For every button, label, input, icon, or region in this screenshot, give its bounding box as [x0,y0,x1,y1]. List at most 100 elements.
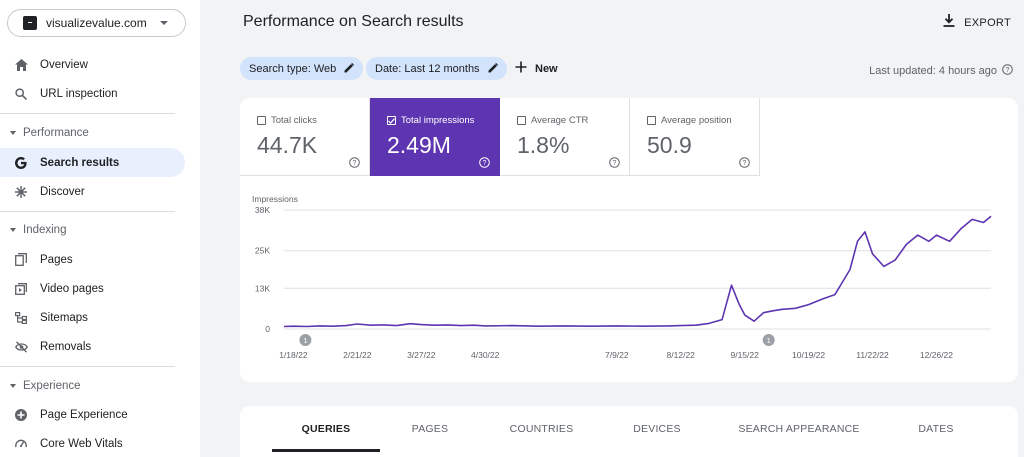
help-icon[interactable]: ? [479,155,490,173]
section-experience[interactable]: Experience [0,376,200,396]
section-indexing[interactable]: Indexing [0,220,200,240]
x-tick-label: 8/12/22 [667,350,696,360]
pages-icon [14,253,28,267]
annotation-label: 1 [767,336,771,345]
sidebar-item-search-results[interactable]: Search results [0,148,185,177]
sidebar-item-pages[interactable]: Pages [0,245,185,274]
home-icon [14,58,28,72]
metric-title: Average position [661,115,732,126]
plus-icon [515,60,527,78]
metric-total-clicks[interactable]: Total clicks 44.7K ? [240,98,370,176]
section-label: Indexing [23,224,67,236]
help-icon[interactable]: ? [609,155,620,173]
tab-queries[interactable]: QUERIES [301,423,351,435]
sidebar-item-overview[interactable]: Overview [0,50,185,79]
chevron-down-icon [160,21,168,25]
sidebar-item-url-inspection[interactable]: URL inspection [0,79,185,108]
checkbox-icon[interactable] [257,116,266,125]
metric-average-ctr[interactable]: Average CTR 1.8% ? [500,98,630,176]
last-updated: Last updated: 4 hours ago ? [869,62,1013,80]
page-title: Performance on Search results [243,13,464,30]
x-tick-label: 2/21/22 [343,350,372,360]
sidebar-item-label: Discover [40,185,85,198]
new-filter-button[interactable]: New [515,60,558,78]
metric-header: Total clicks [257,115,317,126]
edit-pencil-icon [488,60,498,78]
collapse-caret-icon [10,384,16,388]
checkbox-checked-icon[interactable] [387,116,396,125]
x-tick-label: 3/27/22 [407,350,436,360]
checkbox-icon[interactable] [647,116,656,125]
asterisk-icon [14,185,28,199]
sidebar-item-removals[interactable]: Removals [0,332,185,361]
sidebar-item-video-pages[interactable]: Video pages [0,274,185,303]
sidebar-divider [0,366,175,367]
sidebar-divider [0,211,175,212]
tab-pages[interactable]: PAGES [411,423,449,435]
metric-value: 44.7K [257,132,318,158]
sidebar-item-label: Core Web Vitals [40,437,123,450]
tab-dates[interactable]: DATES [918,423,954,435]
chart-svg: 38K 25K 13K 0 1/18/22 2/21/22 3/27/22 4/30/22 7/… [255,205,992,360]
impressions-series-line [283,215,992,328]
help-icon[interactable]: ? [1002,62,1013,80]
metric-header: Average CTR [517,115,588,126]
metric-title: Average CTR [531,115,589,126]
section-label: Experience [23,380,81,392]
x-tick-label: 12/26/22 [920,350,953,360]
sidebar-item-core-web-vitals[interactable]: Core Web Vitals [0,429,185,457]
gauge-icon [14,437,28,451]
x-tick-label: 10/19/22 [792,350,825,360]
date-filter-chip[interactable]: Date: Last 12 months [366,57,507,80]
download-icon [943,14,955,32]
property-name: visualizevalue.com [46,16,147,30]
y-tick-label: 25K [255,246,270,256]
property-selector[interactable]: visualizevalue.com [7,9,186,37]
x-tick-label: 9/15/22 [730,350,759,360]
metric-value: 50.9 [647,132,692,158]
performance-card: Total clicks 44.7K ? Total impressions 2… [240,98,1018,382]
x-tick-label: 4/30/22 [471,350,500,360]
metric-header: Average position [647,115,732,126]
dimension-tabs: QUERIES PAGES COUNTRIES DEVICES SEARCH A… [240,406,1018,457]
sidebar-item-label: URL inspection [40,87,118,100]
new-label: New [535,63,558,75]
sidebar-item-label: Pages [40,253,73,266]
sidebar-item-discover[interactable]: Discover [0,177,185,206]
site-favicon-icon [23,16,37,30]
help-icon[interactable]: ? [739,155,750,173]
last-updated-text: Last updated: 4 hours ago [869,65,997,77]
tab-countries[interactable]: COUNTRIES [509,423,574,435]
tab-devices[interactable]: DEVICES [633,423,681,435]
chip-label: Date: Last 12 months [375,62,480,75]
sidebar-item-sitemaps[interactable]: Sitemaps [0,303,185,332]
sidebar-item-label: Search results [40,156,120,169]
x-tick-label: 11/22/22 [856,350,889,360]
svg-text:?: ? [613,160,617,167]
chip-label: Search type: Web [249,62,337,75]
metric-total-impressions[interactable]: Total impressions 2.49M ? [370,98,500,176]
edit-pencil-icon [344,60,355,78]
impressions-chart: Impressions 38K 25K 13K 0 1/18/22 2/21/22 3/27… [240,186,1018,382]
metric-average-position[interactable]: Average position 50.9 ? [630,98,760,176]
search-icon [14,87,28,101]
search-type-filter-chip[interactable]: Search type: Web [240,57,364,80]
checkbox-icon[interactable] [517,116,526,125]
metric-value: 2.49M [387,132,451,158]
collapse-caret-icon [10,131,16,135]
y-tick-label: 13K [255,283,270,293]
sidebar: visualizevalue.com Overview URL inspecti… [0,0,200,457]
sidebar-item-label: Overview [40,58,88,71]
section-performance[interactable]: Performance [0,123,200,143]
export-button[interactable]: EXPORT [943,14,1011,32]
metric-value: 1.8% [517,132,570,158]
eye-off-icon [14,340,28,354]
help-icon[interactable]: ? [349,155,360,173]
y-tick-label: 38K [255,205,270,215]
sidebar-item-page-experience[interactable]: Page Experience [0,400,185,429]
tab-search-appearance[interactable]: SEARCH APPEARANCE [738,423,860,435]
svg-text:?: ? [353,160,357,167]
annotation-marker [299,334,312,346]
metric-title: Total impressions [401,115,475,126]
